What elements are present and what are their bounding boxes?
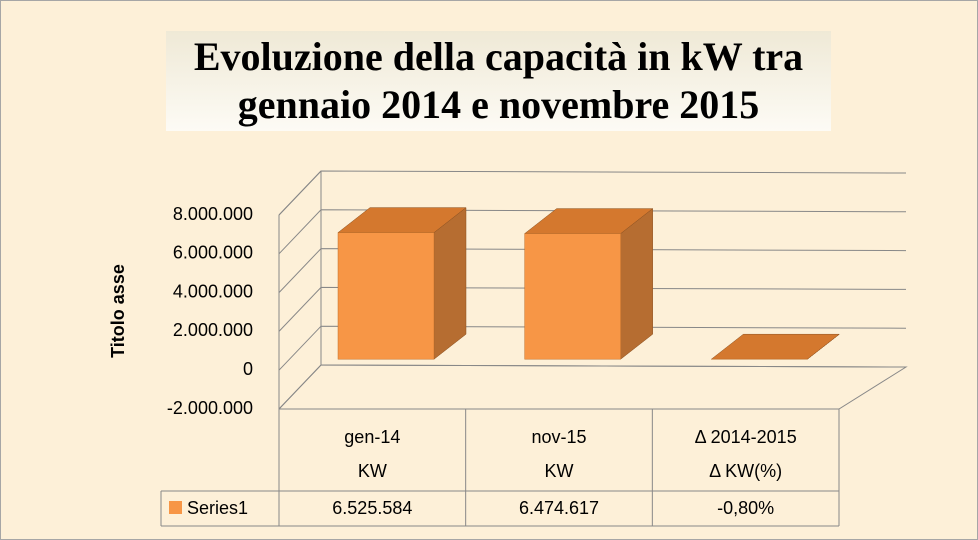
bar-side (620, 208, 653, 360)
y-tick-label: -2.000.000 (167, 398, 253, 418)
grid-line (278, 364, 907, 410)
bar-side (433, 207, 467, 360)
y-tick-label: 6.000.000 (173, 243, 253, 263)
grid-line (278, 248, 907, 293)
x-tick-label: gen-14 (344, 427, 400, 447)
grid-line (278, 209, 907, 255)
y-tick-label: 4.000.000 (173, 281, 253, 301)
bar-top (710, 333, 841, 360)
x-tick-label: nov-15 (531, 427, 586, 447)
floor (279, 364, 908, 410)
x-tick-sublabel: KW (545, 461, 574, 481)
bar (337, 232, 435, 360)
y-tick-label: 8.000.000 (173, 204, 253, 224)
legend-label: Series1 (187, 498, 248, 518)
bar (524, 233, 621, 360)
legend-swatch (169, 501, 182, 514)
y-tick-label: 0 (243, 359, 253, 379)
grid-line (278, 325, 907, 371)
y-tick-label: 2.000.000 (173, 320, 253, 340)
data-label: 6.525.584 (332, 498, 412, 518)
x-tick-sublabel: Δ KW(%) (709, 461, 782, 481)
x-tick-sublabel: KW (358, 461, 387, 481)
data-label: 6.474.617 (519, 498, 599, 518)
table-grid (160, 409, 840, 527)
grid-line (278, 286, 907, 332)
y-axis-label: Titolo asse (108, 264, 128, 358)
data-label: -0,80% (717, 498, 774, 518)
side-wall (278, 170, 322, 410)
x-tick-label: Δ 2014-2015 (695, 427, 797, 447)
grid-line (278, 170, 907, 216)
chart-title: Evoluzione della capacità in kW tra genn… (166, 31, 831, 131)
